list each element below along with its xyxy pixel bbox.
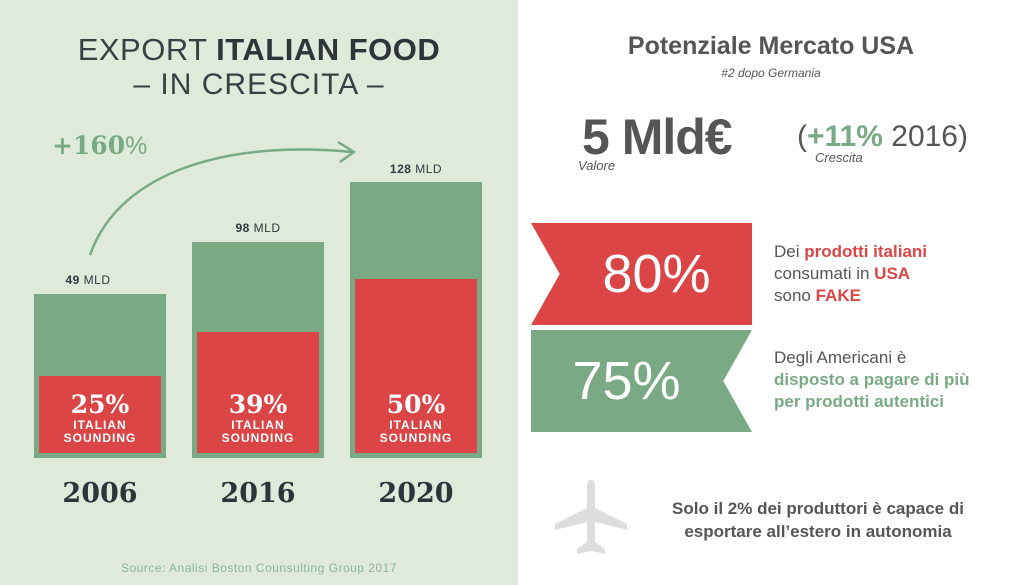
fake-pct-2016: 39% xyxy=(228,390,288,419)
authentic-products-description: Degli Americani è disposto a pagare di p… xyxy=(774,348,970,411)
year-2020: 2020 xyxy=(378,478,454,509)
source-note: Source: Analisi Boston Counsulting Group… xyxy=(121,561,397,575)
bar-2006: 25% ITALIAN SOUNDING xyxy=(34,294,166,458)
growth-annotation: +160% xyxy=(52,131,147,161)
italian-sounding-segment-2006: 25% ITALIAN SOUNDING xyxy=(39,376,161,453)
bar-value-2016: 98 MLD xyxy=(235,221,281,235)
bar-2020: 50% ITALIAN SOUNDING xyxy=(350,182,482,458)
title-light: EXPORT xyxy=(77,32,208,67)
bar-value-2020: 128 MLD xyxy=(389,162,443,176)
export-autonomy-note: Solo il 2% dei produttori è capace di es… xyxy=(672,499,964,541)
bar-value-2006: 49 MLD xyxy=(65,273,111,287)
market-value-caption: Valore xyxy=(578,158,616,173)
fake-pct-2020: 50% xyxy=(386,390,446,419)
fake-products-ribbon: 80% xyxy=(531,223,752,325)
market-title: Potenziale Mercato USA xyxy=(627,32,915,60)
fake-products-pct: 80% xyxy=(602,244,711,304)
airplane-icon xyxy=(555,480,627,554)
title-bold: ITALIAN FOOD xyxy=(216,32,441,67)
chart-title: EXPORT ITALIAN FOOD xyxy=(0,32,518,68)
year-2006: 2006 xyxy=(62,478,138,509)
market-subtitle: #2 dopo Germania xyxy=(721,66,821,80)
growth-number: +160 xyxy=(52,131,126,160)
authentic-products-ribbon: 75% xyxy=(531,330,752,432)
authentic-products-pct: 75% xyxy=(572,351,681,411)
bar-2016: 39% ITALIAN SOUNDING xyxy=(192,242,324,458)
growth-year: 2016) xyxy=(882,120,968,153)
growth-percent-sign: % xyxy=(125,132,148,160)
market-growth: (+11% 2016) xyxy=(797,120,968,153)
market-value: 5 Mld€ xyxy=(582,109,733,165)
chart-subtitle: – IN CRESCITA – xyxy=(133,68,385,101)
fake-products-description: Dei prodotti italiani consumati in USA s… xyxy=(774,242,928,305)
fake-pct-2006: 25% xyxy=(70,390,130,419)
growth-value: +11% xyxy=(807,120,883,153)
italian-sounding-segment-2016: 39% ITALIAN SOUNDING xyxy=(197,332,319,453)
growth-arrow-icon xyxy=(88,140,357,256)
italian-sounding-segment-2020: 50% ITALIAN SOUNDING xyxy=(355,279,477,453)
market-growth-caption: Crescita xyxy=(815,150,863,165)
year-2016: 2016 xyxy=(220,478,296,509)
